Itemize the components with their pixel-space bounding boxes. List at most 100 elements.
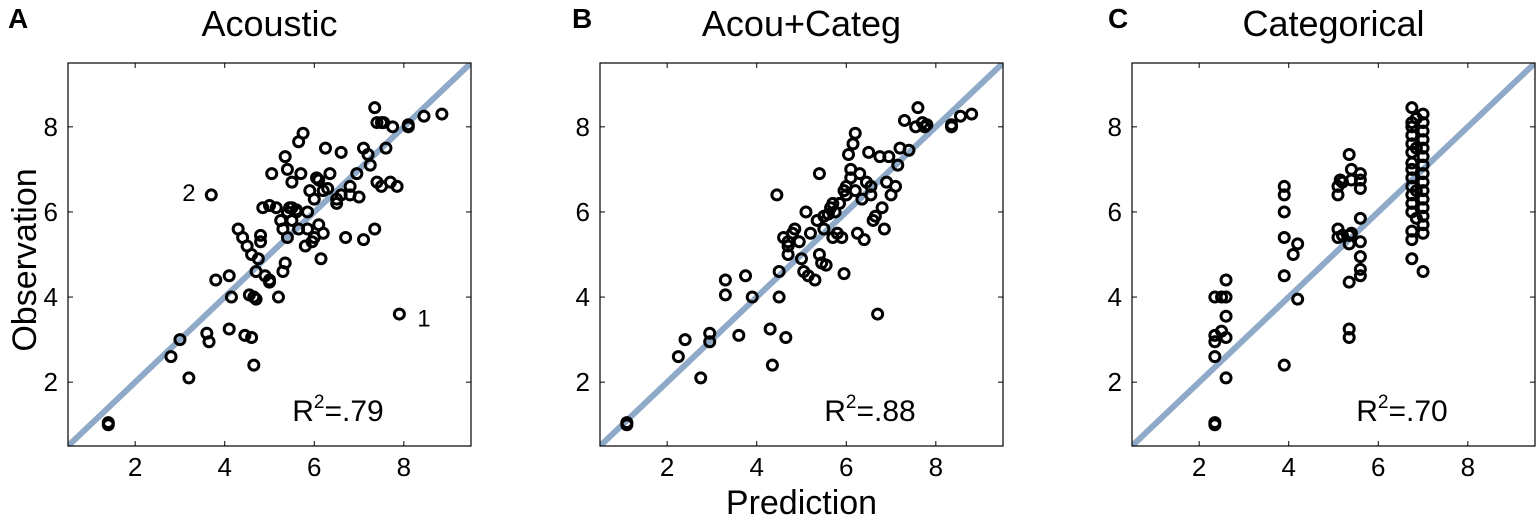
data-point xyxy=(307,192,321,206)
y-tick-label: 8 xyxy=(44,112,58,142)
data-point xyxy=(363,158,377,172)
x-tick-label: 6 xyxy=(839,452,853,482)
r-squared-superscript: 2 xyxy=(846,392,857,413)
y-tick-label: 8 xyxy=(576,112,590,142)
data-point xyxy=(770,188,784,202)
data-point xyxy=(891,158,905,172)
data-point xyxy=(846,137,860,151)
panel-letter: B xyxy=(572,3,592,34)
data-point xyxy=(875,201,889,215)
data-point xyxy=(853,167,867,181)
r-squared-prefix: R xyxy=(292,395,314,428)
data-point xyxy=(897,113,911,127)
data-point xyxy=(781,239,795,253)
data-point xyxy=(401,118,415,132)
data-point xyxy=(280,230,294,244)
data-point xyxy=(238,328,252,342)
data-point xyxy=(368,101,382,115)
y-tick-label: 2 xyxy=(576,367,590,397)
data-point xyxy=(739,269,753,283)
data-point xyxy=(857,233,871,247)
data-point xyxy=(280,162,294,176)
data-point xyxy=(278,150,292,164)
data-point xyxy=(278,256,292,270)
data-point xyxy=(312,173,326,187)
data-point xyxy=(1416,265,1430,279)
data-point xyxy=(334,145,348,159)
r-squared-value: =.88 xyxy=(857,395,916,428)
data-point xyxy=(1342,275,1356,289)
data-point xyxy=(1219,273,1233,287)
data-point xyxy=(1286,248,1300,261)
data-point xyxy=(339,230,353,244)
data-point xyxy=(1409,141,1423,155)
data-point xyxy=(1353,250,1367,264)
data-point xyxy=(848,126,862,140)
data-point xyxy=(1219,290,1233,304)
data-point xyxy=(1405,252,1419,266)
data-point xyxy=(1277,358,1291,372)
data-point xyxy=(204,188,218,202)
data-point xyxy=(269,201,283,215)
data-point xyxy=(254,235,268,249)
data-point xyxy=(763,322,777,336)
r-squared-value: =.70 xyxy=(1389,395,1448,428)
r-squared-label: R2=.88 xyxy=(824,392,915,428)
data-point xyxy=(386,120,400,134)
data-point xyxy=(703,335,717,349)
x-axis-label: Prediction xyxy=(726,484,877,519)
data-point xyxy=(772,290,786,304)
data-point xyxy=(164,350,178,364)
data-point xyxy=(817,222,831,236)
data-point xyxy=(1353,173,1367,187)
data-point xyxy=(882,150,896,164)
y-axis-label: Observation xyxy=(6,168,44,351)
data-point xyxy=(265,167,279,181)
r-squared-label: R2=.70 xyxy=(1356,392,1447,428)
y-tick-label: 2 xyxy=(1108,367,1122,397)
data-point xyxy=(357,233,371,247)
data-point xyxy=(350,167,364,181)
axes-frame xyxy=(599,62,1004,447)
data-point xyxy=(247,358,261,372)
data-point xyxy=(1353,211,1367,225)
y-tick-label: 6 xyxy=(1108,197,1122,227)
data-point xyxy=(222,322,236,336)
data-point xyxy=(745,290,759,304)
data-point xyxy=(868,209,882,223)
x-tick-label: 4 xyxy=(749,452,763,482)
y-tick-label: 4 xyxy=(44,282,58,312)
data-point xyxy=(1405,224,1419,238)
point-annotation: 1 xyxy=(417,305,430,332)
data-point xyxy=(368,222,382,236)
data-point xyxy=(732,328,746,342)
data-point xyxy=(256,201,270,215)
panel-letter: A xyxy=(8,3,28,34)
data-point xyxy=(1277,205,1291,219)
panel-letter: C xyxy=(1108,3,1128,34)
r-squared-prefix: R xyxy=(1356,395,1378,428)
data-point xyxy=(310,171,324,185)
panel-title: Categorical xyxy=(1242,3,1424,44)
data-point xyxy=(318,141,332,155)
x-tick-label: 6 xyxy=(307,452,321,482)
data-point xyxy=(202,335,216,349)
data-point xyxy=(1353,235,1367,249)
data-point xyxy=(1353,269,1367,283)
r-squared-value: =.79 xyxy=(325,395,384,428)
identity-line xyxy=(1132,63,1535,446)
data-point xyxy=(249,292,263,306)
x-tick-label: 2 xyxy=(128,452,142,482)
x-tick-label: 4 xyxy=(217,452,231,482)
x-tick-label: 2 xyxy=(660,452,674,482)
y-tick-label: 2 xyxy=(44,367,58,397)
y-tick-label: 4 xyxy=(576,282,590,312)
data-point xyxy=(772,265,786,279)
data-point xyxy=(877,222,891,236)
axes-frame xyxy=(1131,62,1536,447)
data-point xyxy=(222,269,236,283)
data-point xyxy=(370,116,384,130)
